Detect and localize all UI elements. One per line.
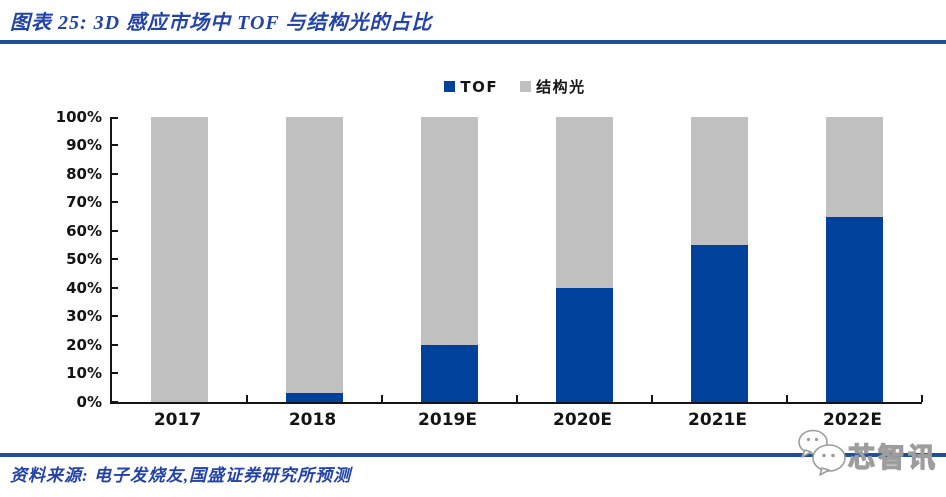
y-tick-label: 30%: [66, 307, 102, 325]
bar-2018: [247, 117, 382, 402]
y-axis-tick: [112, 230, 118, 232]
title-separator-line: [0, 40, 946, 44]
y-tick-label: 60%: [66, 222, 102, 240]
y-tick-label: 70%: [66, 193, 102, 211]
x-axis-tick: [516, 395, 518, 402]
bar-segment-TOF-2022E: [826, 217, 883, 402]
bar-segment-TOF-2019E: [421, 345, 478, 402]
y-axis-tick: [112, 401, 118, 403]
x-category-label-2022E: 2022E: [823, 410, 882, 430]
bar-segment-TOF-2020E: [556, 288, 613, 402]
bar-segment-结构光-2019E: [421, 117, 478, 345]
y-axis-tick: [112, 201, 118, 203]
footer-separator-line: [0, 453, 946, 457]
x-category-label-2018: 2018: [288, 410, 337, 430]
source-note: 资料来源: 电子发烧友,国盛证券研究所预测: [10, 466, 352, 485]
y-axis-tick: [112, 372, 118, 374]
bar-2020E: [517, 117, 652, 402]
y-tick-label: 100%: [55, 108, 102, 126]
legend-swatch: [520, 81, 532, 92]
y-axis-tick: [112, 287, 118, 289]
bar-segment-结构光-2022E: [826, 117, 883, 217]
legend-label: TOF: [460, 77, 499, 96]
chart-legend: TOF 结构光: [110, 76, 920, 97]
bar-2022E: [787, 117, 922, 402]
legend-item: 结构光: [520, 76, 586, 97]
y-axis-tick: [112, 144, 118, 146]
x-axis-tick: [246, 395, 248, 402]
y-tick-label: 40%: [66, 279, 102, 297]
y-tick-label: 10%: [66, 364, 102, 382]
figure-title: 图表 25: 3D 感应市场中 TOF 与结构光的占比: [10, 12, 433, 34]
x-axis-tick: [651, 395, 653, 402]
bar-2019E: [382, 117, 517, 402]
y-tick-label: 50%: [66, 250, 102, 268]
wechat-chat-bubbles-icon: [798, 429, 846, 476]
bar-segment-TOF-2018: [286, 393, 343, 402]
bar-segment-结构光-2017: [151, 117, 208, 402]
bar-2017: [112, 117, 247, 402]
x-category-label-2020E: 2020E: [553, 410, 612, 430]
bar-segment-结构光-2020E: [556, 117, 613, 288]
x-axis-tick: [381, 395, 383, 402]
x-axis-tick: [921, 395, 923, 402]
bar-2021E: [652, 117, 787, 402]
plot-area: [110, 117, 923, 404]
x-axis-tick: [786, 395, 788, 402]
y-tick-label: 0%: [76, 393, 102, 411]
legend-item: TOF: [444, 78, 498, 96]
y-axis-tick: [112, 117, 118, 119]
y-tick-label: 20%: [66, 336, 102, 354]
y-axis-tick: [112, 258, 118, 260]
y-axis-tick: [112, 315, 118, 317]
bar-cells: [112, 117, 922, 402]
y-axis-tick: [112, 173, 118, 175]
y-axis-tick: [112, 344, 118, 346]
y-tick-label: 90%: [66, 136, 102, 154]
watermark: 芯智讯: [796, 428, 946, 480]
y-tick-label: 80%: [66, 165, 102, 183]
bar-segment-TOF-2021E: [691, 245, 748, 402]
watermark-label: 芯智讯: [847, 442, 938, 474]
bar-segment-结构光-2018: [286, 117, 343, 393]
bar-segment-结构光-2021E: [691, 117, 748, 245]
legend-label: 结构光: [536, 78, 586, 96]
x-category-label-2017: 2017: [153, 410, 202, 430]
legend-swatch: [444, 81, 456, 92]
x-category-label-2019E: 2019E: [418, 410, 477, 430]
x-category-label-2021E: 2021E: [688, 410, 747, 430]
